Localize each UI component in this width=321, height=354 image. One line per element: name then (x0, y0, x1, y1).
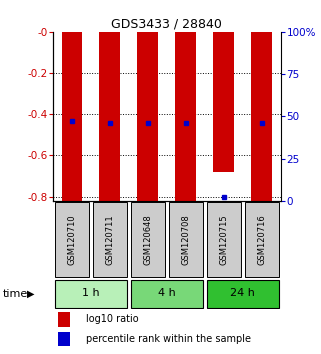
Bar (207, 280, 279, 308)
Bar (251, 32, 272, 201)
Bar (213, 32, 234, 172)
Text: ▶: ▶ (27, 289, 35, 299)
Bar (176, 32, 196, 201)
Bar (57, 312, 70, 327)
Bar (131, 280, 203, 308)
Text: GSM120716: GSM120716 (257, 214, 266, 265)
Bar (169, 201, 203, 277)
Bar (131, 201, 165, 277)
Text: GSM120708: GSM120708 (181, 214, 190, 265)
Bar (62, 32, 82, 201)
Bar (93, 201, 127, 277)
Text: log10 ratio: log10 ratio (86, 314, 139, 325)
Text: 1 h: 1 h (82, 288, 100, 298)
Text: percentile rank within the sample: percentile rank within the sample (86, 334, 251, 344)
Text: GSM120715: GSM120715 (219, 214, 229, 265)
Bar (100, 32, 120, 201)
Bar (57, 332, 70, 346)
Bar (55, 280, 127, 308)
Bar (245, 201, 279, 277)
Text: GSM120710: GSM120710 (67, 214, 76, 265)
Text: 24 h: 24 h (230, 288, 255, 298)
Text: GSM120648: GSM120648 (143, 214, 152, 265)
Text: 4 h: 4 h (158, 288, 176, 298)
Text: time: time (3, 289, 29, 299)
Text: GSM120711: GSM120711 (105, 214, 115, 265)
Bar (207, 201, 241, 277)
Bar (137, 32, 158, 201)
Bar (55, 201, 89, 277)
Title: GDS3433 / 28840: GDS3433 / 28840 (111, 18, 222, 31)
